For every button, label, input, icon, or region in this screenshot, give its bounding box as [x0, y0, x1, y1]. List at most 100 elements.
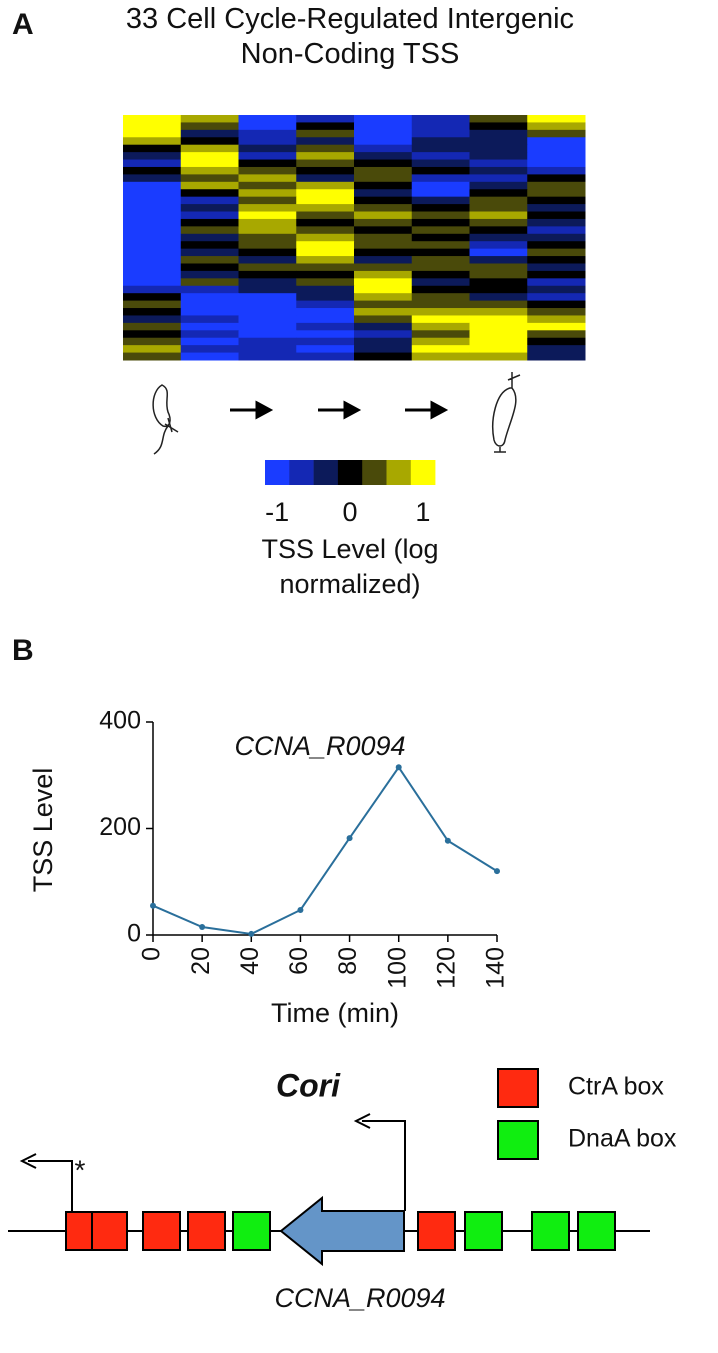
heatmap-cell — [238, 115, 297, 123]
heatmap-cell — [527, 256, 586, 264]
heatmap-cell — [469, 129, 528, 138]
heatmap-cell — [469, 189, 528, 198]
heatmap-cell — [180, 293, 239, 302]
heatmap-cell — [354, 248, 413, 257]
heatmap-cell — [123, 137, 182, 146]
heatmap-cell — [469, 152, 528, 161]
heatmap-cell — [527, 196, 586, 205]
panel-label: A — [12, 8, 34, 41]
motif-box — [577, 1211, 616, 1251]
heatmap-cell — [527, 345, 586, 354]
heatmap-cell — [180, 352, 239, 361]
heatmap-cell — [411, 270, 470, 279]
heatmap-cell — [238, 285, 297, 294]
heatmap-cell — [411, 300, 470, 309]
heatmap-cell — [411, 189, 470, 198]
x-tick-label: 40 — [236, 947, 264, 975]
heatmap-cell — [411, 159, 470, 168]
heatmap-cell — [123, 278, 182, 287]
heatmap-cell — [180, 248, 239, 257]
heatmap-cell — [296, 129, 355, 138]
heatmap-cell — [469, 204, 528, 213]
data-point — [494, 868, 500, 875]
heatmap-cell — [180, 211, 239, 220]
heatmap-cell — [411, 256, 470, 264]
data-point — [150, 902, 156, 909]
heatmap-cell — [469, 248, 528, 257]
heatmap-cell — [180, 308, 239, 316]
heatmap-cell — [411, 152, 470, 161]
heatmap-cell — [527, 189, 586, 198]
heatmap-cell — [411, 174, 470, 183]
heatmap-cell — [123, 152, 182, 161]
heatmap-cell — [411, 285, 470, 294]
heatmap-cell — [411, 293, 470, 302]
heatmap-cell — [354, 122, 413, 131]
heatmap-cell — [469, 144, 528, 153]
heatmap-cell — [296, 137, 355, 146]
heatmap-cell — [180, 218, 239, 227]
heatmap-cell — [296, 315, 355, 324]
heatmap-cell — [123, 352, 182, 361]
heatmap-cell — [354, 196, 413, 205]
y-tick-label: 0 — [127, 920, 141, 948]
heatmap-cell — [180, 196, 239, 205]
heatmap-cell — [411, 330, 470, 339]
heatmap-cell — [296, 233, 355, 242]
heatmap-cell — [469, 315, 528, 324]
colorbar-swatch — [337, 460, 363, 485]
x-tick-label: 60 — [285, 947, 313, 975]
heatmap-cell — [527, 115, 586, 123]
heatmap-cell — [354, 181, 413, 190]
gene-arrow — [279, 1195, 405, 1267]
data-point — [297, 906, 304, 913]
heatmap-cell — [527, 152, 586, 161]
heatmap-cell — [527, 293, 586, 302]
heatmap-cell — [527, 337, 586, 346]
heatmap-cell — [123, 322, 182, 331]
asterisk: * — [75, 1154, 86, 1185]
heatmap-cell — [411, 122, 470, 131]
heatmap-cell — [411, 218, 470, 227]
heatmap-cell — [238, 278, 297, 287]
heatmap-cell — [469, 226, 528, 235]
motif-box — [142, 1211, 181, 1251]
heatmap-cell — [123, 263, 182, 272]
heatmap-cell — [469, 241, 528, 250]
heatmap-cell — [354, 345, 413, 354]
heatmap-cell — [411, 278, 470, 287]
heatmap-cell — [123, 315, 182, 324]
heatmap-cell — [411, 263, 470, 272]
heatmap-cell — [180, 345, 239, 354]
heatmap-cell — [296, 293, 355, 302]
heatmap-cell — [411, 204, 470, 213]
heatmap-cell — [527, 322, 586, 331]
panel-label: B — [12, 634, 34, 667]
heatmap-cell — [469, 115, 528, 123]
heatmap-cell — [296, 189, 355, 198]
heatmap-cell — [469, 122, 528, 131]
heatmap-cell — [527, 308, 586, 316]
data-point — [444, 837, 451, 844]
heatmap-cell — [411, 322, 470, 331]
diagram-title: Cori — [276, 1067, 341, 1103]
heatmap-cell — [180, 300, 239, 309]
heatmap-cell — [296, 330, 355, 339]
heatmap-cell — [469, 352, 528, 361]
heatmap-cell — [354, 152, 413, 161]
x-tick-label: 80 — [334, 947, 362, 975]
heatmap-cell — [527, 144, 586, 153]
heatmap-cell — [180, 226, 239, 235]
heatmap-cell — [527, 315, 586, 324]
heatmap-cell — [354, 174, 413, 183]
heatmap-cell — [180, 166, 239, 175]
heatmap-cell — [469, 181, 528, 190]
motif-box — [464, 1211, 503, 1251]
heatmap-cell — [123, 233, 182, 242]
motif-box — [65, 1211, 93, 1251]
motif-box — [531, 1211, 570, 1251]
heatmap-cell — [469, 166, 528, 175]
heatmap-cell — [527, 241, 586, 250]
cell-icons — [152, 372, 521, 455]
heatmap-cell — [296, 278, 355, 287]
